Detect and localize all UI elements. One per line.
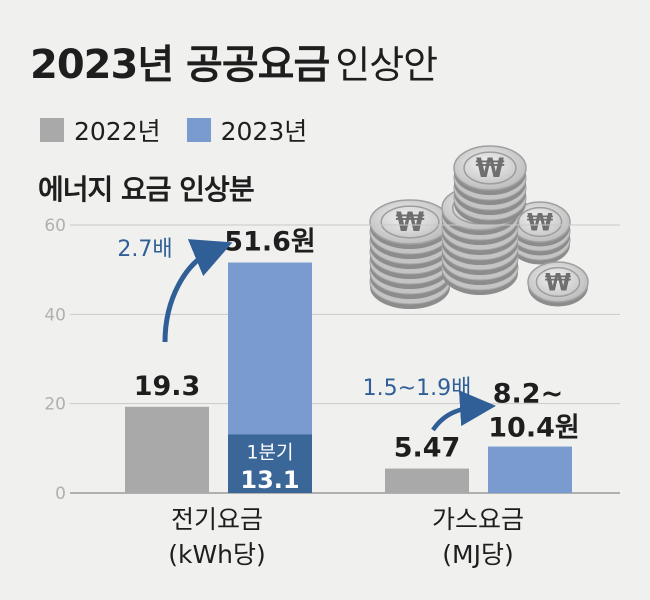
won-icon: ₩	[527, 208, 554, 236]
category-label: 가스요금	[432, 505, 524, 534]
category-label: 전기요금	[171, 505, 263, 534]
data-label-2022: 19.3	[134, 371, 201, 402]
category-unit-label: (kWh당)	[168, 540, 266, 569]
chart-title: 2023년 공공요금 인상안	[30, 32, 438, 90]
growth-arrow	[431, 390, 496, 432]
legend-item-2023: 2023년	[186, 112, 308, 148]
section-label: 에너지 요금 인상분	[38, 173, 255, 206]
legend-label-2022: 2022년	[74, 117, 161, 146]
data-label-2023: 51.6원	[224, 227, 315, 258]
legend: 2022년 2023년	[40, 112, 333, 148]
bar-2023	[488, 446, 572, 493]
legend-swatch-2022	[40, 118, 64, 142]
title-main: 2023년 공공요금	[30, 42, 330, 88]
y-tick-label: 20	[44, 395, 66, 415]
bar-q1-segment	[228, 434, 312, 493]
won-icon: ₩	[395, 207, 424, 238]
y-tick-label: 40	[44, 305, 66, 325]
y-tick-label: 60	[44, 216, 66, 236]
data-label-2023-line2: 10.4원	[488, 413, 579, 444]
q1-label: 1분기	[246, 441, 293, 463]
change-label: 1.5~1.9배	[363, 376, 472, 401]
category-unit-label: (MJ당)	[442, 540, 513, 569]
data-label-2023-line1: 8.2~	[493, 379, 563, 410]
bar-2022	[125, 406, 209, 493]
bar-2022	[385, 468, 469, 493]
growth-arrow	[162, 239, 233, 343]
coins-illustration: ₩₩₩₩₩	[369, 145, 589, 309]
data-label-2022: 5.47	[394, 433, 461, 464]
change-label: 2.7배	[117, 237, 172, 262]
y-tick-label: 0	[55, 484, 66, 504]
q1-value-label: 13.1	[240, 466, 299, 494]
legend-item-2022: 2022년	[40, 112, 161, 148]
legend-swatch-2023	[186, 118, 211, 142]
legend-label-2023: 2023년	[220, 117, 308, 146]
won-icon: ₩	[475, 153, 504, 184]
won-icon: ₩	[545, 268, 572, 296]
title-sub: 인상안	[335, 43, 438, 87]
